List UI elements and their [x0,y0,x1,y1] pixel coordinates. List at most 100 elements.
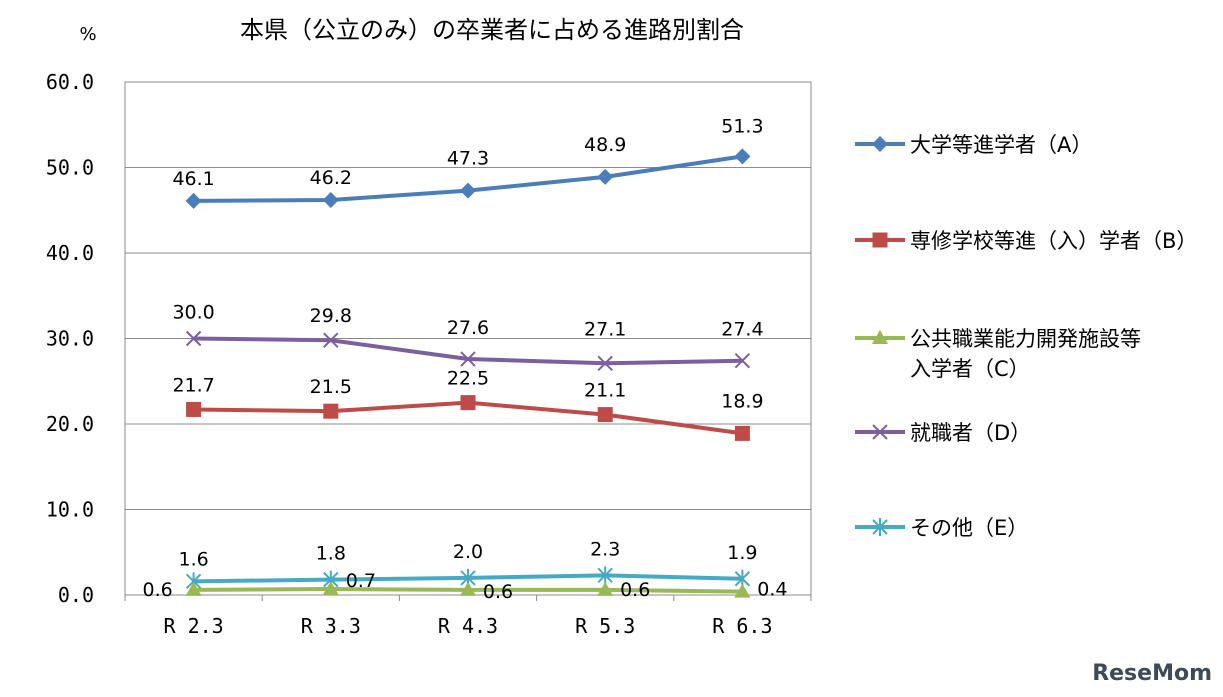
marker-triangle [460,581,476,596]
legend-label: 専修学校等進（入）学者（B） [910,229,1197,253]
legend-item-3: 公共職業能力開発施設等入学者（C） [855,327,1141,381]
data-label: 47.3 [447,148,489,170]
chart-title: 本県（公立のみ）の卒業者に占める進路別割合 [240,16,744,44]
x-tick-label: R 5.3 [575,614,635,638]
data-label: 0.6 [483,581,513,603]
legend-item-2: 専修学校等進（入）学者（B） [855,229,1197,253]
legend-marker [872,518,888,536]
legend-label: 大学等進学者（A） [910,133,1092,157]
marker-diamond [185,192,202,209]
data-point [323,332,339,348]
data-label: 18.9 [721,390,763,412]
data-label: 48.9 [584,134,626,156]
marker-diamond [734,148,751,165]
resemom-logo: ReseMom [1092,661,1212,686]
legend-label-line: 就職者（D） [910,421,1031,445]
marker-triangle [322,581,339,596]
legend-item-4: 就職者（D） [855,421,1031,445]
data-label: 46.2 [310,167,352,189]
marker-x [323,332,339,348]
data-point [734,148,751,165]
data-point [460,182,476,199]
data-label: 0.6 [142,579,172,601]
data-label: 2.0 [453,541,483,563]
data-label: 27.1 [584,318,626,340]
legend-item-1: 大学等進学者（A） [855,133,1092,157]
data-point [460,581,476,596]
data-point [185,330,202,347]
data-label: 0.6 [620,579,650,601]
y-tick-label: 10.0 [46,498,94,522]
legend-marker [872,330,888,344]
marker-diamond [597,168,614,185]
series-4: 30.0 29.8 27.6 27.1 27.4 [172,302,764,372]
data-label: 46.1 [172,168,214,190]
legend-label: 就職者（D） [910,421,1031,445]
legend-label-line: 公共職業能力開発施設等 [910,327,1141,351]
legend-label-line: 入学者（C） [910,357,1030,381]
plot-area: 0.0 10.0 20.0 30.0 40.0 50.0 60.0 R 2.3 R 3.3 R 4… [46,70,812,638]
y-tick-label: 50.0 [46,156,94,180]
marker-triangle [597,581,614,596]
data-point [597,407,613,423]
marker-diamond [322,191,339,208]
marker-x [185,330,202,347]
data-point [322,581,339,596]
legend-label-line: 大学等進学者（A） [910,133,1092,157]
marker-triangle [185,581,202,596]
data-label: 1.6 [178,548,208,570]
marker-x [734,353,751,369]
marker-square [734,425,750,441]
marker-x [597,355,613,372]
data-point [597,355,613,372]
data-label: 21.7 [172,374,214,396]
x-tick-label: R 2.3 [163,614,223,638]
marker-diamond [872,136,888,152]
y-tick-label: 0.0 [58,583,94,607]
marker-square [597,407,613,423]
y-tick-label: 40.0 [46,241,94,265]
data-label: 27.4 [721,319,763,341]
data-label: 0.7 [346,570,376,592]
data-point [185,581,202,596]
marker-triangle [872,330,888,344]
legend-label-line: 専修学校等進（入）学者（B） [910,229,1197,253]
data-point [597,566,613,585]
series-3: 0.6 0.7 0.6 0.6 0.4 [142,570,787,603]
x-tick-label: R 6.3 [712,614,772,638]
data-point [323,403,339,419]
y-axis-unit: % [79,24,96,45]
legend-marker [872,232,888,248]
marker-square [323,403,339,419]
data-point [734,353,751,369]
data-point [460,351,476,367]
marker-diamond [460,182,476,199]
series-1: 46.1 46.2 47.3 48.9 51.3 [172,115,764,209]
data-label: 21.1 [584,380,626,402]
legend-marker [872,424,888,440]
data-point [597,168,614,185]
legend-label: その他（E） [910,516,1028,540]
data-label: 21.5 [310,376,352,398]
y-tick-label: 30.0 [46,327,94,351]
marker-square [460,395,476,411]
x-tick-label: R 3.3 [301,614,361,638]
legend-label: 公共職業能力開発施設等入学者（C） [910,327,1141,381]
data-point [185,192,202,209]
data-label: 0.4 [757,579,787,601]
data-label: 22.5 [447,368,489,390]
marker-x [872,424,888,440]
data-point [734,425,750,441]
data-label: 27.6 [447,317,489,339]
legend-item-5: その他（E） [855,516,1028,540]
data-point [322,191,339,208]
data-label: 30.0 [172,302,214,324]
data-label: 1.9 [727,542,757,564]
data-label: 29.8 [310,305,352,327]
marker-x [460,351,476,367]
series-2: 21.7 21.5 22.5 21.1 18.9 [172,368,764,441]
legend-marker [872,136,888,152]
data-label: 1.8 [316,543,346,565]
marker-triangle [734,583,751,598]
